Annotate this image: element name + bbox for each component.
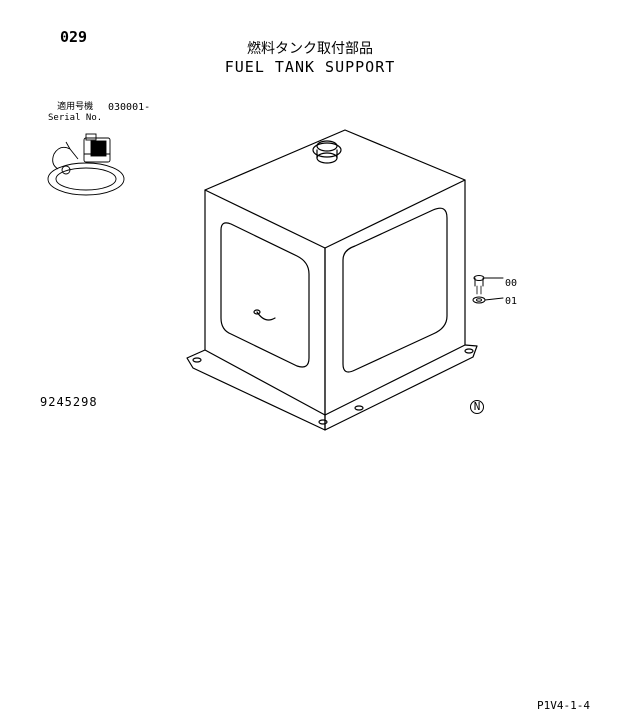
title-en: FUEL TANK SUPPORT [225,58,396,78]
callout-00: 00 [505,278,517,289]
assembly-part-number: 9245298 [40,395,98,409]
context-pictogram [40,124,130,204]
serial-range: 030001- [108,102,150,113]
sheet-id: P1V4-1-4 [537,699,590,712]
callout-01: 01 [505,296,517,307]
fuel-tank-drawing [175,120,515,440]
title-jp: 燃料タンク取付部品 [225,40,396,58]
page-number: 029 [60,28,87,46]
title-block: 燃料タンク取付部品 FUEL TANK SUPPORT [225,40,396,78]
note-mark-icon: N [470,400,484,414]
serial-label-en: Serial No. [48,113,102,124]
serial-block: 適用号機 Serial No. [48,102,102,124]
serial-label-jp: 適用号機 [48,102,102,113]
